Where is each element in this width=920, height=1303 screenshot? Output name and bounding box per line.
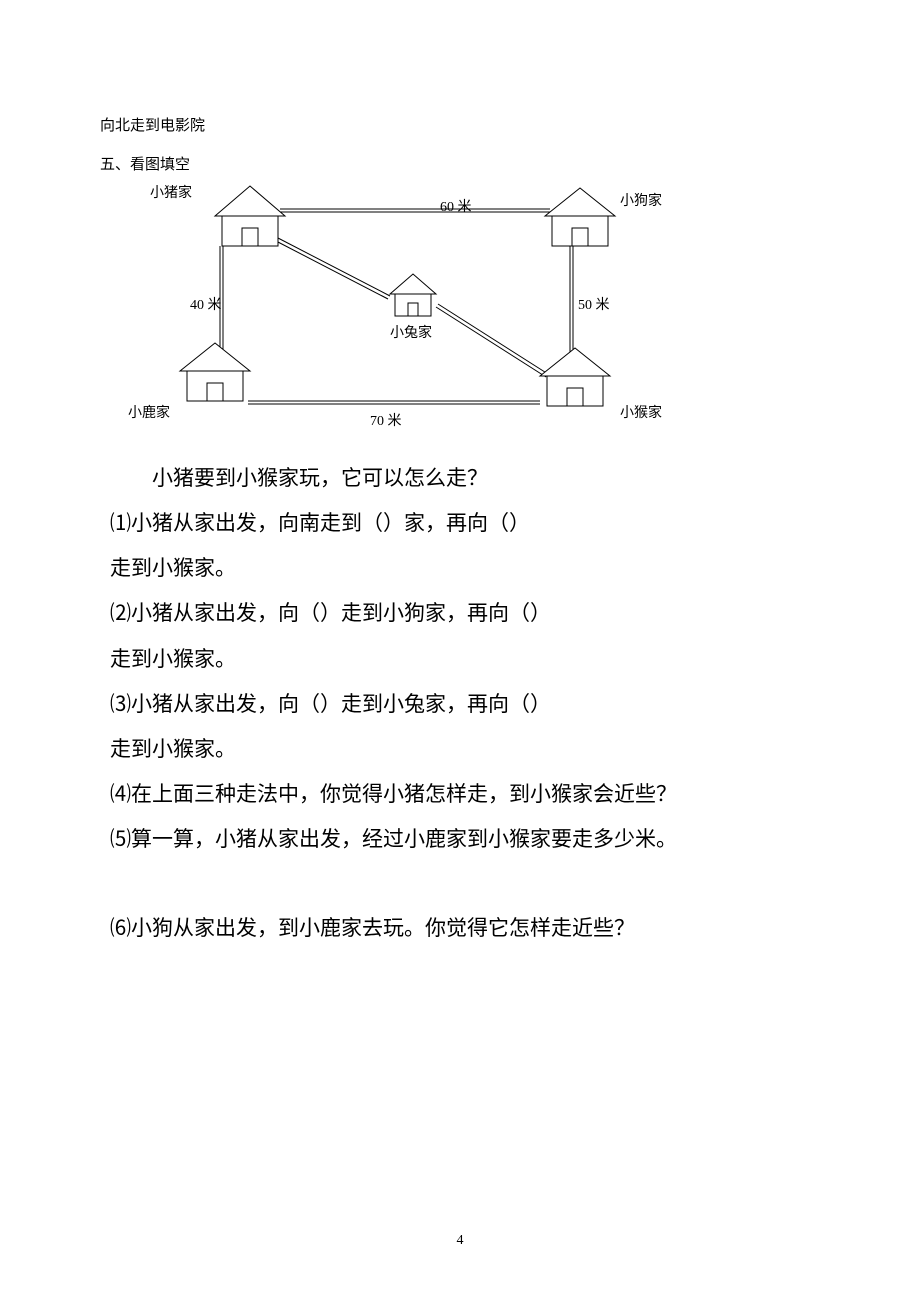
label-monkey: 小猴家 <box>620 402 662 422</box>
question-block: 小猪要到小猴家玩，它可以怎么走？ ⑴小猪从家出发，向南走到（）家，再向（） 走到… <box>100 456 820 951</box>
q5: ⑸算一算，小猪从家出发，经过小鹿家到小猴家要走多少米。 <box>110 817 820 862</box>
pig-house-icon <box>215 186 285 246</box>
q1-line2: 走到小猴家。 <box>110 546 820 591</box>
page-number: 4 <box>0 1233 920 1249</box>
label-dog: 小狗家 <box>620 190 662 210</box>
monkey-house-icon <box>540 348 610 406</box>
q6: ⑹小狗从家出发，到小鹿家去玩。你觉得它怎样走近些？ <box>110 906 820 951</box>
dist-pig-dog: 60 米 <box>440 196 472 216</box>
map-diagram: 小猪家 小狗家 小鹿家 小猴家 小兔家 60 米 40 米 50 米 70 米 <box>120 176 680 436</box>
deer-house-icon <box>180 343 250 401</box>
label-deer: 小鹿家 <box>128 402 170 422</box>
dog-house-icon <box>545 188 615 246</box>
dist-deer-monkey: 70 米 <box>370 410 402 430</box>
rabbit-house-icon <box>390 274 436 316</box>
label-pig: 小猪家 <box>150 182 192 202</box>
intro-line: 小猪要到小猴家玩，它可以怎么走？ <box>110 456 820 501</box>
page-content: 向北走到电影院 五、看图填空 <box>0 0 920 951</box>
q3-line2: 走到小猴家。 <box>110 727 820 772</box>
dist-dog-monkey: 50 米 <box>578 294 610 314</box>
q4: ⑷在上面三种走法中，你觉得小猪怎样走，到小猴家会近些？ <box>110 772 820 817</box>
label-rabbit: 小兔家 <box>390 322 432 342</box>
dist-pig-deer: 40 米 <box>190 294 222 314</box>
q2-line1: ⑵小猪从家出发，向（）走到小狗家，再向（） <box>110 591 820 636</box>
q2-line2: 走到小猴家。 <box>110 637 820 682</box>
q3-line1: ⑶小猪从家出发，向（）走到小兔家，再向（） <box>110 682 820 727</box>
q1-line1: ⑴小猪从家出发，向南走到（）家，再向（） <box>110 501 820 546</box>
header-line: 向北走到电影院 <box>100 110 820 143</box>
